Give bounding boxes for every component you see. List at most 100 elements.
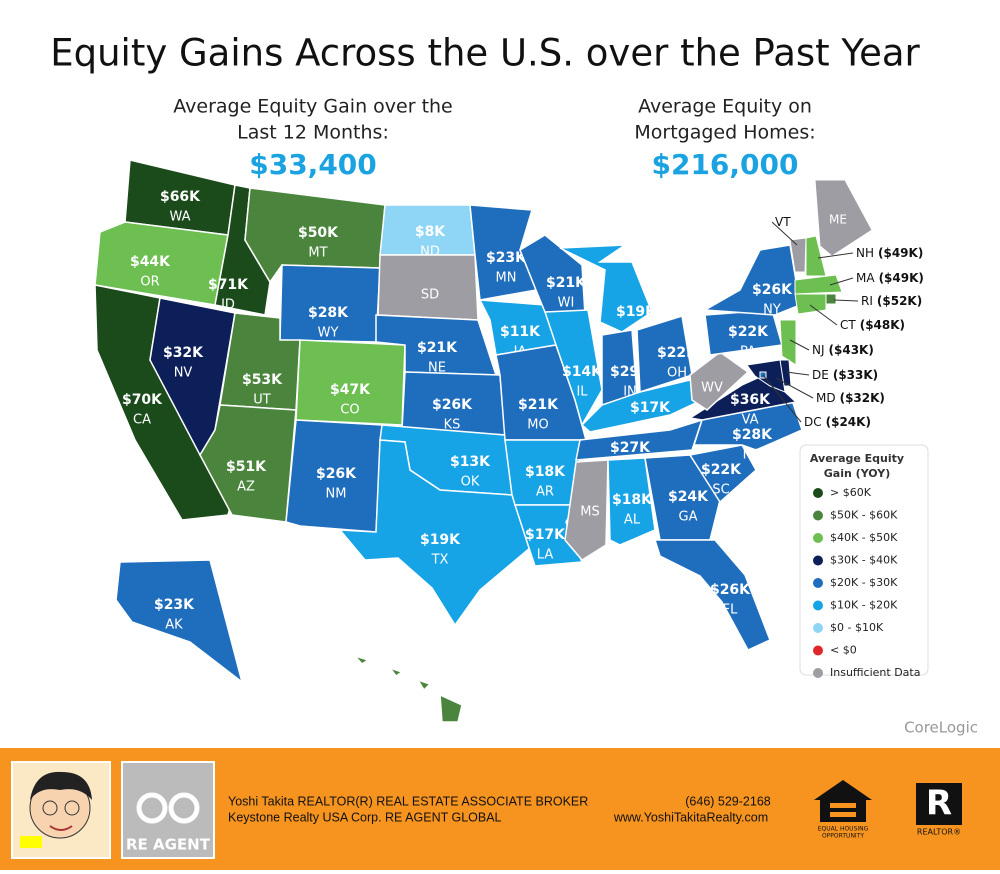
title: Equity Gains Across the U.S. over the Pa… [50,32,920,75]
state-abbr: GA [679,510,698,525]
state-shape [416,678,432,692]
callout-label: CT ($48K) [840,318,905,332]
agent-photo [11,761,111,859]
state-shape [439,693,463,723]
state-value: $44K [130,254,171,270]
callout-line [789,339,810,351]
state-abbr: MD [816,391,836,405]
state-abbr: NJ [812,343,825,357]
legend-label: > $60K [830,486,872,499]
source: CoreLogic [904,719,978,737]
state-abbr: OH [667,366,687,381]
state-abbr: HI [393,720,407,735]
state-value: $21K [546,275,587,291]
state-shape [338,439,531,627]
state-value: ($32K) [840,391,885,405]
state-abbr: MO [527,418,548,433]
re-agent-logo: RE AGENT [121,761,215,859]
state-abbr: AL [624,513,641,528]
state-abbr: VT [775,215,791,229]
state-value: $26K [752,282,793,298]
state-abbr: PA [740,345,756,360]
legend-swatch [813,600,823,611]
callout-label: VT [775,215,791,229]
state-value: $26K [432,397,473,413]
callout-line [771,221,798,246]
state-value: $19K [616,304,657,320]
state-value: $36K [730,392,771,408]
realtor-logo: R REALTOR® [916,783,962,837]
callout-line [829,277,854,286]
state-value: $17K [525,527,566,543]
state-abbr: AR [536,485,554,500]
state-shape [653,539,771,651]
callout-label: RI ($52K) [861,294,922,308]
state-value: $51K [226,459,267,475]
legend-label: $50K - $60K [830,509,898,522]
state-shape [559,244,653,333]
state-value: $21K [518,397,559,413]
state-abbr: SC [712,483,729,498]
legend-box [799,444,929,676]
agent-line: Keystone Realty USA Corp. RE AGENT GLOBA… [228,810,502,824]
callout-label: MA ($49K) [856,271,924,285]
legend: Average Equity Gain (YOY) > $60K $50K - $… [799,444,929,679]
state-shape [94,221,229,306]
state-value: $18K [612,492,653,508]
right-value: $216,000 [651,148,798,181]
legend-label: $20K - $30K [830,576,898,589]
state-abbr: NY [763,303,781,318]
equal-housing-logo: EQUAL HOUSING OPPORTUNITY [814,780,872,840]
state-abbr: MA [856,271,875,285]
state-shape [607,457,656,546]
state-value: $32K [163,345,204,361]
state-value: ($43K) [829,343,874,357]
state-shape [115,559,244,684]
state-abbr: DE [812,368,829,382]
left-value: $33,400 [249,148,377,181]
legend-swatch [813,533,823,543]
state-abbr: LA [537,548,554,563]
state-shape [794,274,843,295]
state-value: $23K [486,250,527,266]
callout-line [785,371,810,376]
callout-label: NJ ($43K) [812,343,874,357]
state-abbr: KS [444,418,461,433]
legend-label: $0 - $10K [830,621,884,634]
state-abbr: OK [461,475,480,490]
state-value: $8K [415,224,446,240]
state-abbr: SD [421,288,439,303]
state-shape [779,319,797,366]
legend-label: < $0 [830,644,857,657]
state-value: $26K [710,582,751,598]
agent-line: Yoshi Takita REALTOR(R) REAL ESTATE ASSO… [228,794,588,808]
state-shape [814,179,873,257]
state-shape [387,666,404,678]
legend-title: Average Equity [810,452,904,465]
legend-label: $10K - $20K [830,599,898,612]
legend-label: $30K - $40K [830,554,898,567]
callout-label: NH ($49K) [856,246,923,260]
state-value: $21K [417,340,458,356]
state-abbr: NE [428,361,446,376]
state-abbr: UT [253,393,271,408]
state-value: $70K [122,392,163,408]
state-abbr: OR [140,275,159,290]
state-value: $11K [500,324,541,340]
state-value: $22K [657,345,698,361]
state-shape [789,237,807,273]
legend-title: Gain (YOY) [824,467,890,480]
re-agent-text: RE AGENT [126,836,211,854]
state-shape [689,351,750,411]
state-abbr: NM [326,487,347,502]
legend-swatch [813,510,823,521]
state-value: $27K [610,440,651,456]
state-value: ($33K) [833,368,878,382]
state-value: $28K [732,427,773,443]
callout-label: MD ($32K) [816,391,885,405]
legend-label: $40K - $50K [830,531,898,544]
legend-swatch [813,555,823,566]
state-value: $18K [525,464,566,480]
state-value: $55K [380,699,421,715]
